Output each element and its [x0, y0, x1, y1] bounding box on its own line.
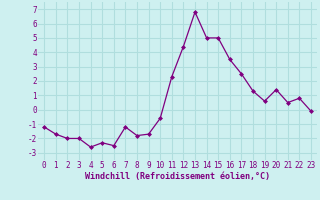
X-axis label: Windchill (Refroidissement éolien,°C): Windchill (Refroidissement éolien,°C): [85, 172, 270, 181]
